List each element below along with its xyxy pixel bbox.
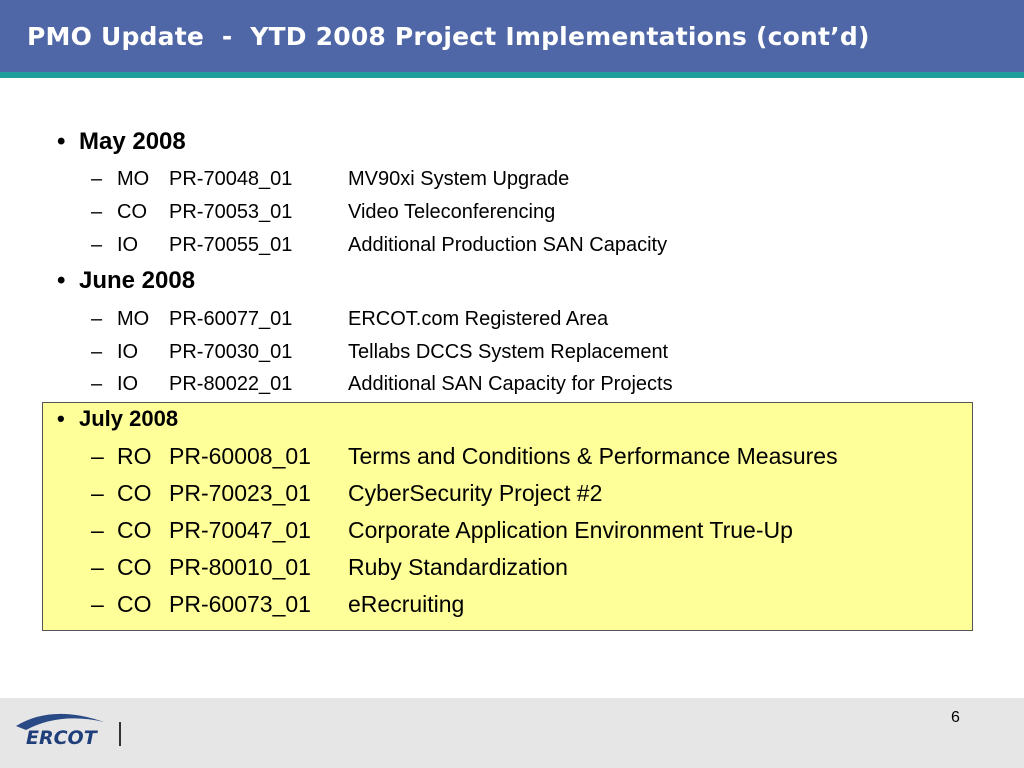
project-number: PR-70047_01 [169, 517, 311, 543]
project-number: PR-70048_01 [169, 168, 293, 190]
project-description: Video Teleconferencing [348, 201, 556, 223]
dash-marker: – [91, 554, 104, 580]
slide-title: PMO Update - YTD 2008 Project Implementa… [27, 22, 870, 51]
bullet-icon: • [57, 267, 66, 294]
project-description: Additional SAN Capacity for Projects [348, 373, 673, 395]
ercot-logo: ERCOT [12, 708, 112, 755]
project-code: IO [117, 373, 139, 395]
project-code: IO [117, 234, 139, 256]
logo-wordmark: ERCOT [26, 727, 99, 749]
dash-marker: – [91, 517, 104, 543]
dash-marker: – [91, 168, 103, 190]
dash-marker: – [91, 480, 104, 506]
project-number: PR-70055_01 [169, 234, 293, 256]
project-description: CyberSecurity Project #2 [348, 480, 603, 506]
project-code: CO [117, 517, 152, 543]
bullet-icon: • [57, 128, 66, 155]
project-code: CO [117, 591, 152, 617]
project-code: CO [117, 554, 152, 580]
section-heading-label: May 2008 [79, 128, 186, 155]
footer-divider [119, 722, 121, 746]
page-number: 6 [951, 709, 960, 726]
project-description: eRecruiting [348, 591, 465, 617]
project-number: PR-80010_01 [169, 554, 311, 580]
section-heading-june-2008: • June 2008 [57, 267, 195, 295]
project-code: IO [117, 341, 139, 363]
project-number: PR-70053_01 [169, 201, 293, 223]
dash-marker: – [91, 308, 103, 330]
project-description: Ruby Standardization [348, 554, 568, 580]
project-code: RO [117, 443, 152, 469]
section-heading-label: July 2008 [79, 406, 179, 431]
project-description: Terms and Conditions & Performance Measu… [348, 443, 838, 469]
project-description: ERCOT.com Registered Area [348, 308, 609, 330]
project-description: Corporate Application Environment True-U… [348, 517, 793, 543]
dash-marker: – [91, 443, 104, 469]
title-underline [0, 72, 1024, 78]
project-number: PR-70023_01 [169, 480, 311, 506]
project-code: MO [117, 168, 150, 190]
project-number: PR-60008_01 [169, 443, 311, 469]
dash-marker: – [91, 201, 103, 223]
project-number: PR-60077_01 [169, 308, 293, 330]
project-description: MV90xi System Upgrade [348, 168, 570, 190]
project-code: CO [117, 480, 152, 506]
bullet-icon: • [57, 406, 65, 431]
project-description: Additional Production SAN Capacity [348, 234, 668, 256]
project-code: CO [117, 201, 147, 223]
dash-marker: – [91, 591, 104, 617]
section-heading-may-2008: • May 2008 [57, 128, 186, 156]
highlight-box-july-2008 [42, 402, 973, 631]
title-bar: PMO Update - YTD 2008 Project Implementa… [0, 0, 1024, 72]
dash-marker: – [91, 234, 103, 256]
dash-marker: – [91, 341, 103, 363]
project-code: MO [117, 308, 150, 330]
project-number: PR-60073_01 [169, 591, 311, 617]
footer-bar [0, 698, 1024, 768]
project-number: PR-80022_01 [169, 373, 293, 395]
section-heading-label: June 2008 [79, 267, 196, 294]
section-heading-july-2008: • July 2008 [57, 406, 178, 432]
project-number: PR-70030_01 [169, 341, 293, 363]
project-description: Tellabs DCCS System Replacement [348, 341, 669, 363]
dash-marker: – [91, 373, 103, 395]
